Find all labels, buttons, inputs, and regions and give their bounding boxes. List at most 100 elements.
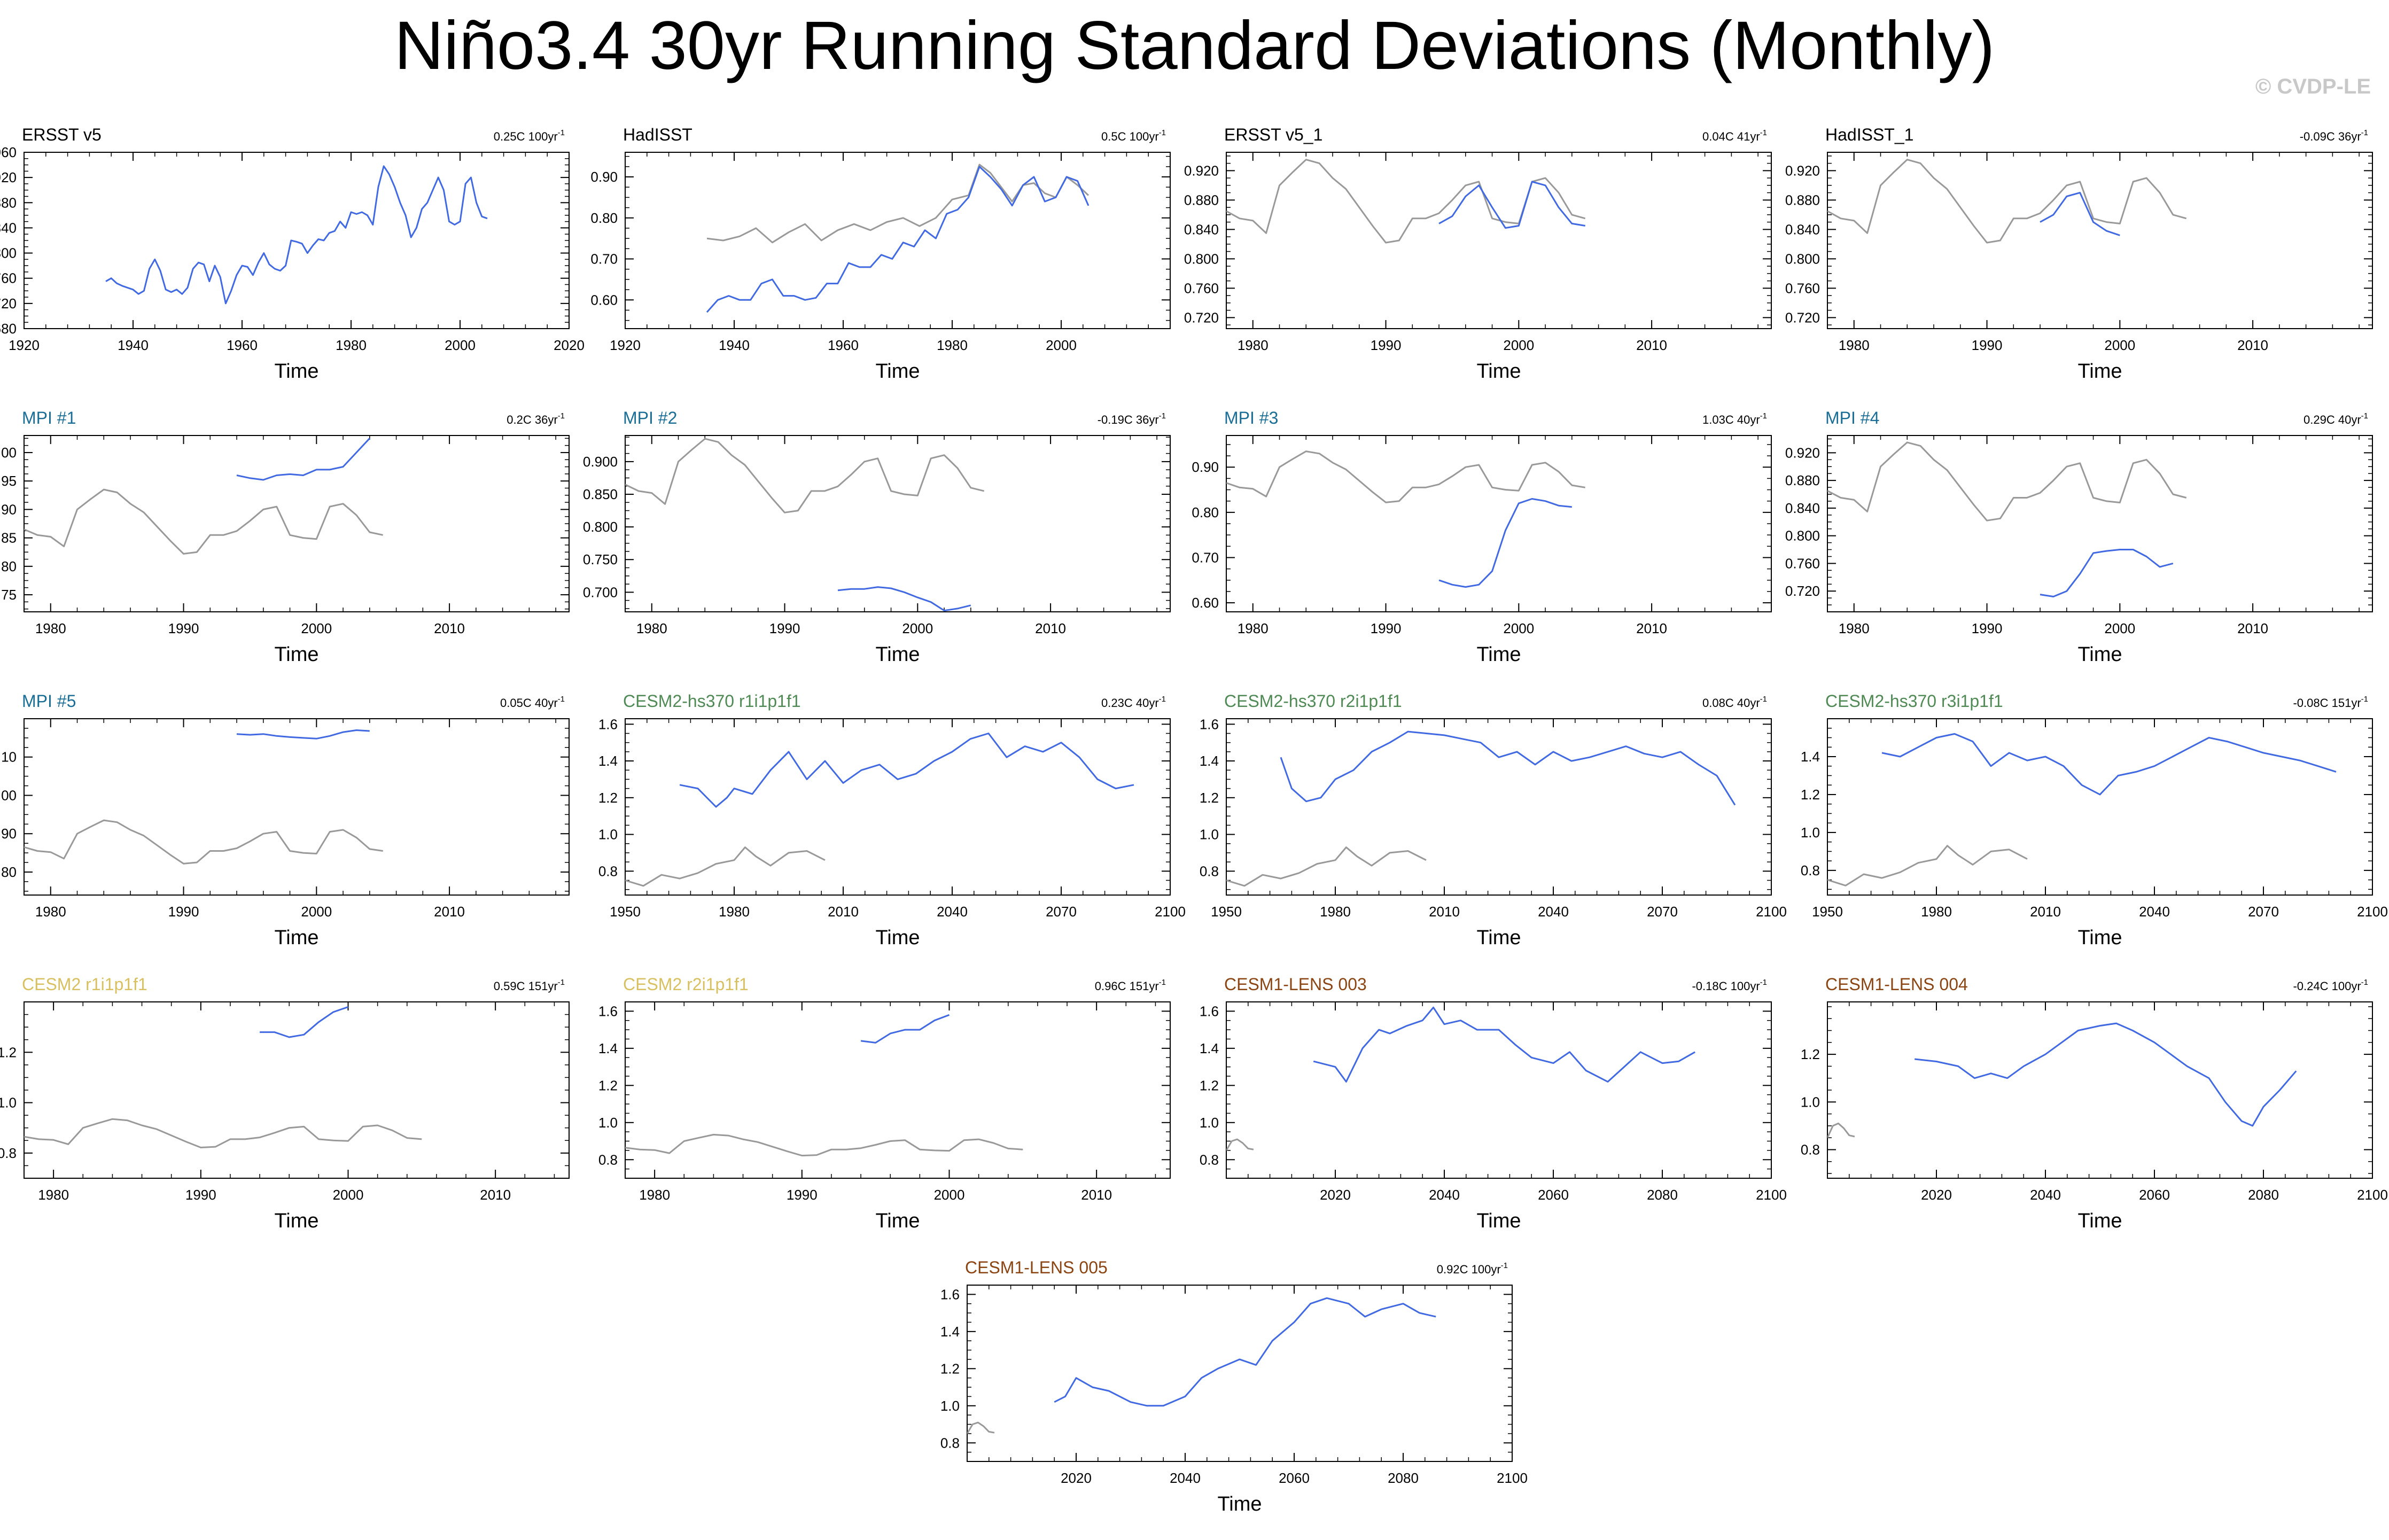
trend-value: 0.59C 151yr <box>494 979 558 993</box>
trend-value: 0.08C 40yr <box>1702 696 1760 710</box>
panel-title: CESM1-LENS 003 <box>1224 975 1367 994</box>
y-tick-label: 0.800 <box>0 245 17 261</box>
x-tick-label: 2080 <box>1647 1187 1678 1203</box>
y-tick-label: 1.2 <box>1200 790 1219 806</box>
x-tick-label: 2010 <box>1035 620 1066 636</box>
y-tick-label: 0.800 <box>1184 251 1219 267</box>
x-tick-label: 1920 <box>610 337 641 353</box>
plot-frame <box>625 1001 1171 1179</box>
panel-title: ERSST v5 <box>22 125 102 144</box>
series-line-cesm2-hs370-r1i1p1f1 <box>679 733 1134 808</box>
y-tick-label: 0.80 <box>1192 504 1219 520</box>
x-tick-label: 2020 <box>1061 1470 1092 1486</box>
plot-frame <box>625 435 1171 612</box>
panel-title: CESM2 r2i1p1f1 <box>623 975 749 994</box>
x-tick-label: 2010 <box>480 1187 511 1203</box>
trend-label: 0.96C 151yr-1 <box>1095 978 1166 993</box>
y-tick-label: 0.80 <box>0 864 17 880</box>
trend-value: 0.04C 41yr <box>1702 130 1760 143</box>
y-tick-label: 0.760 <box>1184 280 1219 296</box>
y-tick-label: 1.2 <box>598 790 618 806</box>
series-line-ersst-v5 <box>24 819 383 865</box>
x-tick-label: 1950 <box>610 904 641 920</box>
series-line-mpi-5 <box>236 729 370 740</box>
x-axis-label: Time <box>875 643 920 666</box>
series-line-ersst-v5 <box>1827 441 2187 522</box>
x-tick-label: 1980 <box>1238 620 1269 636</box>
trend-exponent: -1 <box>1760 978 1767 987</box>
trend-exponent: -1 <box>558 128 565 137</box>
x-axis-label: Time <box>2077 927 2122 949</box>
y-tick-label: 1.4 <box>1200 1040 1219 1056</box>
series-line-mpi-3 <box>1438 498 1572 588</box>
y-tick-label: 0.720 <box>1785 309 1820 325</box>
x-tick-label: 1990 <box>1371 337 1402 353</box>
trend-exponent: -1 <box>1159 411 1166 421</box>
x-tick-label: 1990 <box>769 620 800 636</box>
y-tick-label: 0.80 <box>590 210 618 226</box>
x-tick-label: 1990 <box>1972 337 2003 353</box>
x-tick-label: 1950 <box>1812 904 1843 920</box>
panel-title: MPI #2 <box>623 408 677 427</box>
trend-value: 0.96C 151yr <box>1095 979 1159 993</box>
y-tick-label: 0.960 <box>0 144 17 160</box>
series-line-ersst-v5-1 <box>1438 181 1585 229</box>
trend-label: -0.18C 100yr-1 <box>1692 978 1767 993</box>
panel-title: CESM2 r1i1p1f1 <box>22 975 147 994</box>
x-tick-label: 2010 <box>1636 337 1667 353</box>
y-tick-label: 0.760 <box>0 270 17 286</box>
x-tick-label: 2010 <box>2030 904 2061 920</box>
trend-exponent: -1 <box>1159 978 1166 987</box>
x-tick-label: 1980 <box>1238 337 1269 353</box>
panel-mpi-4: MPI #4 0.29C 40yr-1 0.720 0.760 0.800 0.840 0.… <box>1785 408 2373 666</box>
y-tick-label: 0.85 <box>0 530 17 546</box>
series-line-ersst-v5 <box>967 1421 995 1434</box>
panel-cesm2-r2: CESM2 r2i1p1f1 0.96C 151yr-1 0.8 1.0 1.2 1.4 1… <box>598 975 1171 1232</box>
panel-title: MPI #3 <box>1224 408 1278 427</box>
trend-exponent: -1 <box>1760 411 1767 421</box>
series-line-ersst-v5 <box>625 846 826 887</box>
x-tick-label: 1990 <box>1972 620 2003 636</box>
trend-label: 1.03C 40yr-1 <box>1702 411 1767 426</box>
y-tick-label: 0.8 <box>1200 1152 1219 1168</box>
series-line-mpi-2 <box>837 586 971 612</box>
y-tick-label: 1.10 <box>0 749 17 765</box>
plot-frame <box>967 1285 1513 1462</box>
panel-mpi-2: MPI #2 -0.19C 36yr-1 0.700 0.750 0.800 0.850 0… <box>583 408 1171 666</box>
y-tick-label: 0.90 <box>590 169 618 185</box>
y-tick-label: 1.0 <box>0 1095 17 1111</box>
trend-label: 0.5C 100yr-1 <box>1101 128 1166 143</box>
x-tick-label: 2080 <box>1388 1470 1419 1486</box>
y-tick-label: 0.8 <box>0 1145 17 1161</box>
trend-label: 0.04C 41yr-1 <box>1702 128 1767 143</box>
y-tick-label: 0.920 <box>1785 445 1820 461</box>
y-tick-label: 0.760 <box>1785 555 1820 571</box>
x-tick-label: 1980 <box>639 1187 670 1203</box>
y-tick-label: 0.720 <box>1184 309 1219 325</box>
series-line-ersst-v5 <box>1226 846 1427 887</box>
plot-frame <box>24 718 570 896</box>
y-tick-label: 1.6 <box>598 716 618 732</box>
x-axis-label: Time <box>1476 360 1521 383</box>
y-tick-label: 0.8 <box>1200 863 1219 879</box>
trend-label: -0.19C 36yr-1 <box>1098 411 1166 426</box>
x-tick-label: 2000 <box>2104 620 2135 636</box>
x-tick-label: 2040 <box>2030 1187 2061 1203</box>
panel-ersst-v5-1: ERSST v5_1 0.04C 41yr-1 0.720 0.760 0.800 0.8… <box>1184 125 1772 383</box>
panel-mpi-5: MPI #5 0.05C 40yr-1 0.80 0.90 1.00 1.10 1980 19… <box>0 691 570 949</box>
trend-value: 0.5C 100yr <box>1101 130 1159 143</box>
trend-value: -0.24C 100yr <box>2293 979 2361 993</box>
x-tick-label: 2070 <box>1647 904 1678 920</box>
watermark-label: © CVDP-LE <box>2255 75 2371 98</box>
trend-value: 0.05C 40yr <box>500 696 558 710</box>
x-tick-label: 2000 <box>1046 337 1077 353</box>
y-tick-label: 1.0 <box>1801 1094 1820 1110</box>
panel-title: CESM1-LENS 005 <box>965 1258 1108 1277</box>
y-tick-label: 1.4 <box>598 1040 618 1056</box>
y-tick-label: 0.700 <box>583 584 618 600</box>
x-tick-label: 1980 <box>336 337 367 353</box>
y-tick-label: 1.00 <box>0 787 17 803</box>
trend-value: 1.03C 40yr <box>1702 413 1760 426</box>
y-tick-label: 0.880 <box>1785 472 1820 488</box>
plot-frame <box>24 152 570 329</box>
